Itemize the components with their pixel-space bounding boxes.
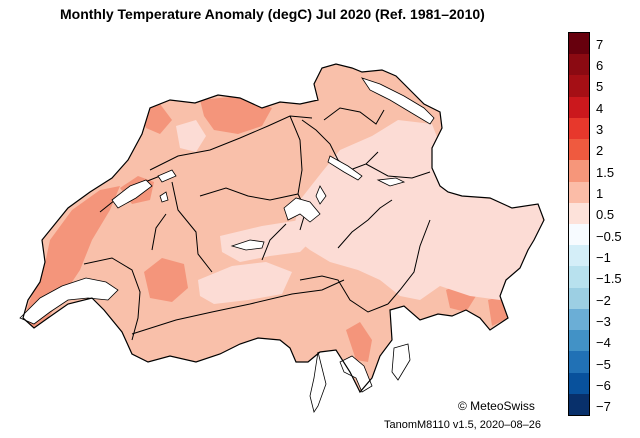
legend-swatch (569, 54, 589, 76)
lakes (19, 77, 435, 413)
legend-swatch (569, 160, 589, 182)
canton-border-aargau (289, 115, 303, 195)
lake-thun-brienz (230, 239, 265, 251)
legend-tick-label: −7 (596, 399, 611, 415)
map-title: Monthly Temperature Anomaly (degC) Jul 2… (60, 6, 485, 22)
legend-swatch (569, 202, 589, 224)
lake-murten (159, 191, 169, 203)
legend-swatch (569, 351, 589, 373)
legend-swatch (569, 287, 589, 309)
legend-tick-label: 4 (596, 100, 604, 116)
legend-swatch (569, 372, 589, 394)
legend-tick-label: 7 (596, 36, 604, 52)
legend-tick-label: −1 (596, 250, 611, 265)
legend-tick-label: −1.5 (596, 271, 622, 287)
warm-anomaly-ticino (346, 322, 372, 362)
legend-tick-label: −3 (596, 314, 611, 329)
canton-border-vaud-valais (83, 257, 141, 341)
warm-anomaly-valais (144, 258, 188, 302)
canton-border-valais-north (131, 279, 345, 335)
switzerland-outline (22, 63, 545, 394)
cool-anomaly-valais (198, 262, 292, 304)
switzerland-anomaly-map (19, 63, 545, 413)
legend-tick-label: −6 (596, 378, 611, 393)
legend-tick-labels: 7 6 5 4 3 2 1.5 1 0.5 −0.5 −1 −1.5 −2 −3 −4 −5 −6 −7 (596, 32, 640, 416)
legend-swatch (569, 181, 589, 203)
canton-border-graubuenden (387, 219, 431, 305)
legend-tick-label: 5 (596, 79, 604, 95)
lake-lucerne (283, 197, 321, 223)
cool-anomaly-central (220, 220, 316, 262)
legend-swatch (569, 96, 589, 118)
lake-maggiore (309, 351, 327, 413)
canton-border-stgallen (365, 163, 431, 179)
canton-border-graubuenden-west (337, 199, 393, 249)
legend-swatch (569, 266, 589, 288)
legend-tick-label: 2 (596, 143, 604, 159)
legend-swatch (569, 393, 589, 415)
legend-swatch (569, 308, 589, 331)
legend-swatch (569, 33, 589, 55)
legend-swatch (569, 139, 589, 161)
lake-constance (361, 77, 435, 125)
legend-swatch (569, 330, 589, 352)
lake-zurich (327, 155, 363, 181)
cool-anomaly-jura (176, 120, 206, 152)
legend-colorbar (568, 32, 590, 416)
legend-tick-label: 1.5 (596, 164, 615, 180)
canton-border-ticino (299, 275, 389, 313)
lake-zug (315, 185, 327, 205)
legend-tick-label: 1 (596, 186, 604, 201)
legend-tick-label: 3 (596, 122, 604, 137)
legend-tick-label: −2 (596, 292, 611, 308)
legend-tick-label: −5 (596, 356, 611, 372)
copyright-text: © MeteoSwiss (458, 399, 535, 413)
canton-border-schaffhausen (323, 107, 385, 125)
canton-border-lucerne (261, 223, 287, 261)
lake-geneva (19, 277, 119, 325)
canton-border-vaud-fribourg (171, 181, 213, 273)
legend-tick-label: −4 (596, 335, 611, 351)
warm-anomaly-jura (200, 96, 272, 134)
legend-tick-label: −0.5 (596, 228, 622, 244)
cool-anomaly-east (292, 120, 544, 300)
version-text: TanomM8110 v1.5, 2020–08–26 (384, 419, 541, 431)
canton-border-bern-south (151, 213, 167, 251)
legend-tick-label: 6 (596, 58, 604, 73)
legend-swatch (569, 223, 589, 246)
lake-walensee (376, 177, 406, 187)
lake-biel (157, 169, 177, 183)
lake-lugano (339, 355, 373, 393)
lake-como (391, 343, 411, 381)
legend-swatch (569, 117, 589, 140)
lake-neuchatel (111, 179, 153, 209)
legend-tick-label: 0.5 (596, 207, 615, 223)
legend-swatch (569, 245, 589, 267)
legend-swatch (569, 75, 589, 97)
warm-anomaly-west (23, 186, 120, 330)
